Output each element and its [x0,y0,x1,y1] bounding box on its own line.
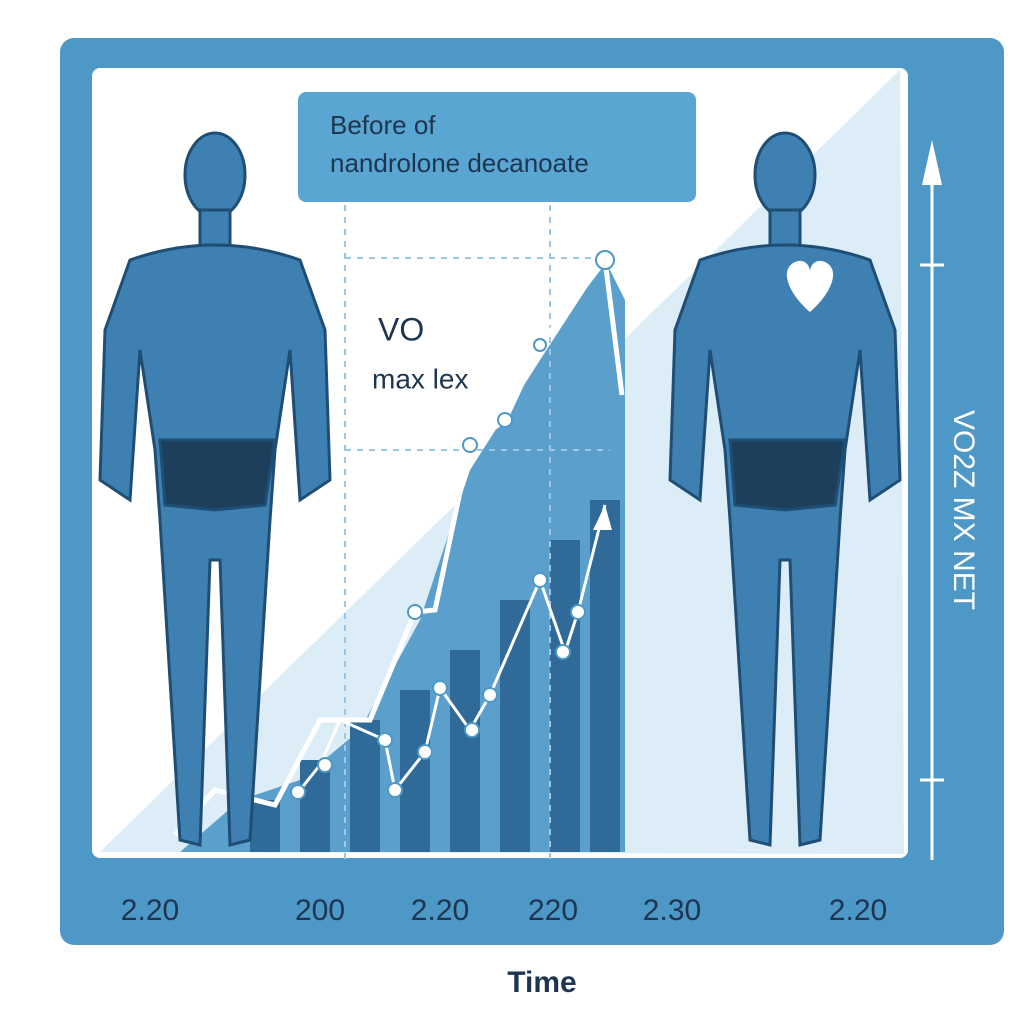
figure-after [668,131,902,847]
x-label: 2.30 [643,894,701,927]
inner-label: VO [378,311,424,347]
arrow-head [593,505,612,530]
x-label: 2.20 [121,894,179,927]
x-label: 2.20 [829,894,887,927]
x-label: 2.20 [411,894,469,927]
axis-arrow [922,140,942,185]
line-upper [173,253,625,837]
vertical-label: VO2Z MX NET [947,410,980,610]
x-title: Time [507,966,576,999]
x-label: 200 [295,894,345,927]
x-label: 220 [528,894,578,927]
guides [344,205,610,860]
callout-line: Before of [330,110,436,140]
callout-line: nandrolone decanoate [330,148,589,178]
vertical-axis [920,160,944,860]
callout-box [298,92,696,202]
figure-before [98,131,332,847]
inner-label: max lex [372,363,468,394]
points [290,250,615,800]
bars [250,500,620,852]
